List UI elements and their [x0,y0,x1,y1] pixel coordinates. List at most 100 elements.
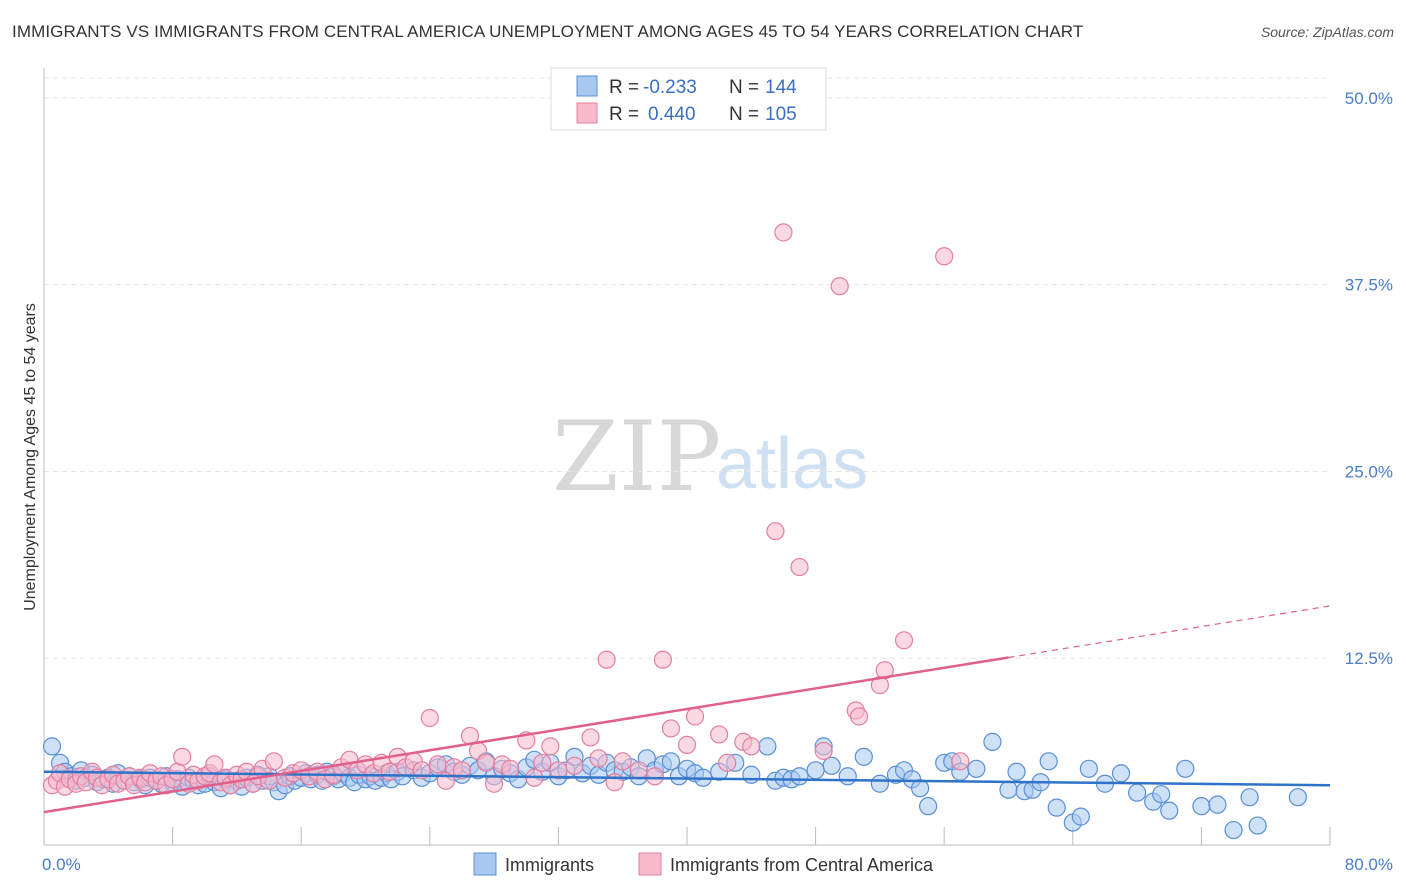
immigrants-point [742,765,761,784]
immigrants-point [1127,783,1147,802]
trend-line-dashed [1008,605,1331,659]
immigrants-point [1288,788,1307,807]
central-america-point [894,631,914,650]
central-america-point [645,767,664,786]
y-tick-label: 37.5% [1345,276,1393,295]
watermark-zip: ZIP [552,401,721,513]
immigrants-point [999,780,1018,799]
immigrants-point [1039,752,1058,771]
grid-lines [44,77,1330,659]
immigrants-point [1224,820,1243,840]
central-america-point [205,755,224,774]
central-america-point [452,761,472,780]
central-america-point [830,277,849,296]
central-america-point [264,752,283,771]
immigrants-point [1160,801,1179,820]
correlation-legend: R = -0.233 N = 144 R = 0.440 N = 105 [550,67,827,131]
central-america-point [420,708,439,728]
y-tick-labels: 12.5% 25.0% 37.5% 50.0% [1345,89,1393,668]
central-america-point [742,737,761,756]
immigrants-point [838,767,857,786]
central-america-point [951,752,970,771]
immigrants-point [919,797,938,816]
central-america-point [613,752,632,771]
series-swatch-central-america [638,852,662,876]
immigrants-point [854,747,873,766]
legend-r-label-2: R = [609,104,639,125]
immigrants-point [1079,759,1098,778]
trend-line-solid [43,770,1331,787]
legend-n-value-1: 144 [765,77,797,98]
legend-swatch-immigrants [576,75,598,97]
immigrants-point [1248,816,1267,835]
central-america-point [605,773,624,792]
chart-source: Source: ZipAtlas.com [1260,24,1394,40]
central-america-point [581,728,600,747]
central-america-point [875,661,894,680]
central-america-point [541,737,560,756]
series-label-central-america: Immigrants from Central America [670,855,934,875]
y-tick-label: 12.5% [1345,649,1393,668]
data-points [42,223,1307,840]
immigrants-point [1208,795,1227,814]
central-america-point [849,707,869,726]
central-america-point [476,753,496,772]
immigrants-point [1071,807,1090,826]
central-america-point [380,762,399,781]
central-america-point [766,522,785,541]
immigrants-point [822,756,841,775]
central-america-point [501,759,520,778]
legend-r-value-1: -0.233 [643,77,697,98]
central-america-point [173,747,192,766]
y-tick-label: 50.0% [1345,89,1393,108]
central-america-point [661,719,681,738]
central-america-point [710,725,729,744]
legend-n-label-2: N = [729,104,759,125]
series-legend: Immigrants Immigrants from Central Ameri… [473,852,934,876]
watermark-atlas: atlas [716,424,868,504]
immigrants-point [661,752,681,771]
immigrants-point [1007,762,1026,781]
central-america-point [935,247,954,266]
series-label-immigrants: Immigrants [505,855,594,875]
central-america-point [565,756,584,775]
legend-n-label-1: N = [729,77,759,98]
immigrants-point [758,737,777,756]
central-america-point [428,755,447,774]
y-tick-label: 25.0% [1345,462,1393,481]
legend-r-label-1: R = [609,77,639,98]
central-america-point [533,753,552,772]
immigrants-point [870,774,890,793]
immigrants-point [42,737,62,756]
legend-swatch-central-america [576,102,598,124]
immigrants-point [1152,785,1171,804]
immigrants-point [1240,788,1259,807]
immigrants-point [790,767,809,786]
y-axis-label: Unemployment Among Ages 45 to 54 years [22,303,39,611]
central-america-point [774,223,793,242]
central-america-point [485,774,504,793]
central-america-point [597,650,616,669]
immigrants-point [1192,797,1211,816]
immigrants-point [910,779,930,798]
immigrants-point [967,759,986,778]
central-america-point [814,741,833,760]
trend-lines [43,605,1331,814]
legend-n-value-2: 105 [765,104,797,125]
immigrants-point [1176,759,1195,778]
central-america-point [685,707,705,726]
central-america-point [790,557,809,577]
immigrants-point [983,732,1002,751]
trend-line-solid [43,656,1009,814]
immigrants-point [1111,764,1131,783]
chart-title: IMMIGRANTS VS IMMIGRANTS FROM CENTRAL AM… [12,22,1084,41]
immigrants-point [1047,798,1066,817]
x-tick-label-start: 0.0% [42,855,81,874]
x-ticks [43,827,1331,845]
immigrants-point [806,761,825,780]
central-america-point [677,735,697,754]
series-swatch-immigrants [473,852,497,876]
central-america-point [589,749,608,768]
central-america-point [653,650,672,669]
